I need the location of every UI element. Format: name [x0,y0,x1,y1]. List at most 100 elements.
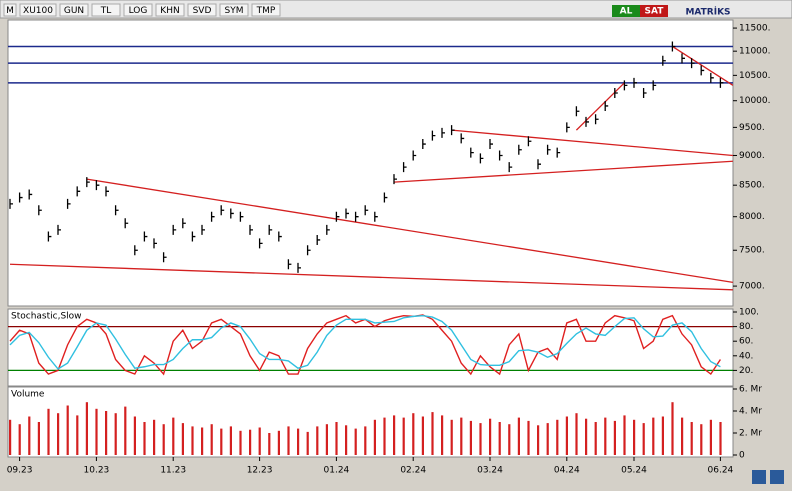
price-bar [441,127,445,138]
price-bar [431,130,436,141]
volume-bar [85,402,88,455]
toolbar-label[interactable]: LOG [129,6,148,16]
volume-bar [585,418,588,455]
volume-bar [469,420,472,455]
price-bar [518,144,522,155]
price-bar [66,198,71,209]
price-bar [710,72,714,83]
volume-bar [258,427,261,455]
volume-bar [364,426,367,455]
price-bar [287,259,292,270]
toolbar-label[interactable]: XU100 [23,6,53,16]
volume-bar [105,411,108,455]
price-bar [633,77,637,88]
toolbar-button[interactable] [3,3,17,17]
price-bar [345,208,349,219]
price-bar [575,106,580,117]
nav-icon[interactable] [752,470,766,484]
x-tick-label: 06.24 [708,466,734,476]
stoch-panel [7,308,734,387]
price-bar [393,174,397,185]
y-tick-label: 10000. [739,96,771,106]
volume-bar [172,417,175,455]
price-bar [690,58,695,69]
price-bar [489,139,493,150]
sell-label[interactable]: SAT [645,7,665,17]
volume-bar [76,415,79,455]
toolbar-label[interactable]: GUN [64,6,84,16]
price-bar [402,162,407,173]
y-tick-label: 40. [739,351,753,361]
toolbar-label[interactable]: SYM [225,6,244,16]
volume-bar [546,423,549,455]
volume-bar [479,423,482,455]
buy-button[interactable] [612,5,640,17]
toolbar-button[interactable] [123,3,153,17]
price-bar [114,205,119,216]
toolbar-button[interactable] [19,3,57,17]
toolbar-button[interactable] [155,3,185,17]
stoch-line [9,314,721,370]
price-bar [249,224,253,235]
volume-bar [613,420,616,455]
price-panel [7,19,734,307]
toolbar-button[interactable] [59,3,89,17]
toolbar-label[interactable]: TMP [256,6,276,16]
toolbar-button[interactable] [187,3,217,17]
nav-icon[interactable] [770,470,784,484]
y-tick-label: 11500. [739,24,771,34]
y-tick-label: 4. Mr [739,407,762,417]
price-bar [566,122,570,133]
volume-bar [421,416,424,455]
y-tick-label: 10500. [739,71,771,81]
price-bar [306,245,311,256]
toolbar-label[interactable]: KHN [160,6,179,16]
sell-button[interactable] [640,5,668,17]
trend-line [575,82,625,131]
price-bar [422,139,426,150]
y-tick-label: 9000. [739,151,765,161]
x-tick-label: 05.24 [621,466,647,476]
price-bar [450,125,455,136]
price-bar [258,238,263,249]
toolbar-label[interactable]: M [6,6,14,16]
volume-bar [114,413,117,455]
y-tick-label: 100. [739,308,759,318]
y-tick-label: 0 [739,451,745,461]
volume-bar [181,423,184,455]
toolbar-button[interactable] [251,3,281,17]
price-bar [498,150,503,161]
x-tick-label: 04.24 [554,466,580,476]
buy-label[interactable]: AL [620,7,633,17]
price-bar [9,198,13,209]
toolbar-label[interactable]: TL [100,6,112,16]
price-bar [354,211,359,222]
toolbar-label[interactable]: SVD [193,6,212,16]
toolbar-button[interactable] [91,3,121,17]
volume-bar [489,418,492,455]
trend-line [9,263,733,291]
price-bar [47,231,52,242]
price-bar [316,234,321,245]
volume-bar [316,426,319,455]
price-bar [191,231,196,242]
volume-bar [402,417,405,455]
y-tick-label: 11000. [739,47,771,57]
volume-bar [556,419,559,455]
price-bar [124,218,129,229]
price-bar [76,186,81,197]
volume-bar [191,426,194,455]
y-tick-label: 8500. [739,181,765,191]
volume-bar [700,424,703,455]
volume-bar [431,412,434,455]
price-bar [556,147,561,158]
toolbar-button[interactable] [219,3,249,17]
volume-bar [373,419,376,455]
y-tick-label: 7500. [739,246,765,256]
x-tick-label: 02.24 [400,466,426,476]
volume-bar [661,416,664,455]
price-bar [230,208,234,219]
price-bar [86,177,90,188]
volume-bar [124,406,127,455]
volume-bar [719,422,722,455]
